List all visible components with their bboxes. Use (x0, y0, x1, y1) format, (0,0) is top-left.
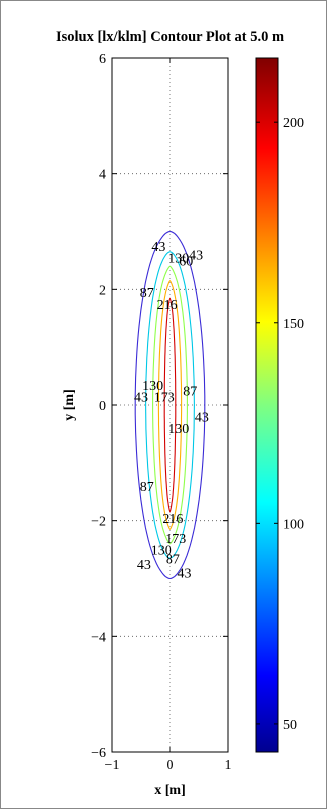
contour-label: 87 (166, 552, 180, 567)
x-tick-label: 1 (225, 758, 232, 773)
colorbar-tick-label: 100 (283, 517, 304, 532)
y-axis-label: y [m] (62, 389, 77, 421)
contour-label: 60 (179, 254, 193, 269)
colorbar-ticks: 50 100 150 200 (256, 116, 304, 733)
contour-line-130 (152, 265, 188, 545)
y-tick-label: −4 (91, 630, 106, 645)
contour-label: 43 (137, 558, 151, 573)
contour-line-173 (157, 280, 183, 530)
contour-label: 130 (142, 379, 163, 394)
contour-label: 43 (195, 411, 209, 426)
colorbar-tick-label: 50 (283, 718, 297, 733)
y-tick-label: 6 (99, 52, 106, 67)
contour-line-87 (145, 251, 195, 559)
contour-line-216 (163, 297, 177, 513)
x-tick-label: −1 (105, 758, 120, 773)
contour-label: 43 (189, 249, 203, 264)
y-tick-label: 0 (99, 399, 106, 414)
colorbar-tick-label: 150 (283, 317, 304, 332)
y-axis-ticks: −6 −4 −2 0 2 4 6 (91, 52, 228, 761)
contour-label: 43 (178, 567, 192, 582)
contour-label: 87 (140, 480, 154, 495)
x-axis-ticks: −1 0 1 (105, 58, 232, 773)
grid-lines (112, 58, 228, 752)
x-tick-label: 0 (167, 758, 174, 773)
colorbar-gradient (255, 57, 279, 753)
y-tick-label: 2 (99, 283, 106, 298)
y-tick-label: 4 (99, 168, 106, 183)
chart-title: Isolux [lx/klm] Contour Plot at 5.0 m (56, 29, 284, 45)
colorbar: 50 100 150 200 (255, 57, 304, 753)
contour-lines (134, 230, 206, 580)
contour-label: 87 (183, 385, 197, 400)
contour-label: 173 (154, 390, 175, 405)
contour-label: 130 (151, 544, 172, 559)
contour-label: 130 (168, 422, 189, 437)
y-tick-label: −6 (91, 746, 106, 761)
contour-label: 87 (140, 286, 154, 301)
contour-label: 216 (162, 512, 183, 527)
contour-label: 173 (165, 532, 186, 547)
y-tick-label: −2 (91, 515, 106, 530)
contour-label: 130 (168, 252, 189, 267)
colorbar-tick-label: 200 (283, 116, 304, 131)
contour-label: 216 (157, 298, 178, 313)
contour-label: 43 (151, 240, 165, 255)
x-axis-label: x [m] (154, 783, 186, 798)
contour-label: 43 (134, 390, 148, 405)
contour-line-43 (134, 230, 206, 580)
